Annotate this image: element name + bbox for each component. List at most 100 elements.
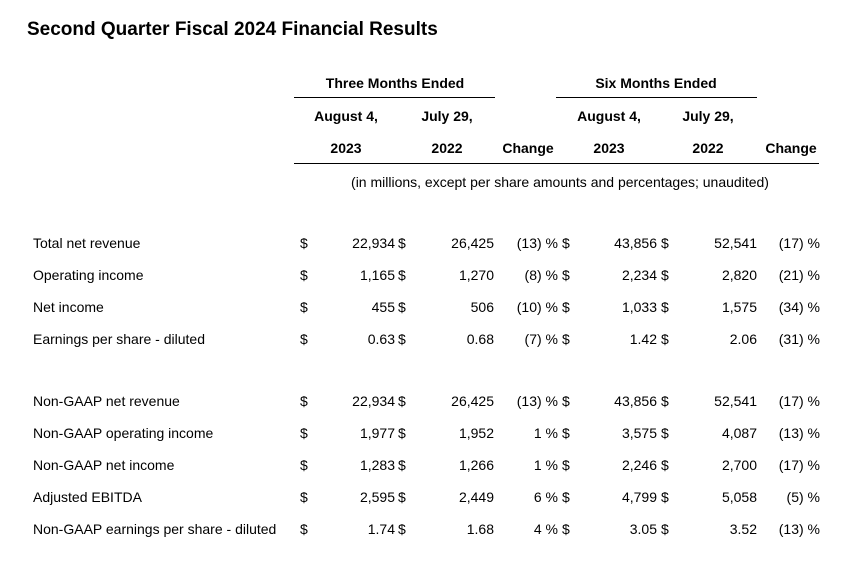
- page-title: Second Quarter Fiscal 2024 Financial Res…: [27, 19, 438, 40]
- change-six-months: (17) %: [778, 457, 820, 473]
- currency-sign: $: [562, 489, 570, 505]
- row-label: Net income: [33, 299, 104, 315]
- currency-sign: $: [661, 425, 669, 441]
- currency-sign: $: [398, 393, 406, 409]
- value-aug-2023-three: 1.74: [367, 521, 395, 537]
- value-jul-2022-six: 2,700: [721, 457, 757, 473]
- change-six-months: (34) %: [778, 299, 820, 315]
- value-jul-2022-three: 1,270: [458, 267, 494, 283]
- value-aug-2023-three: 0.63: [367, 331, 395, 347]
- change-six-months: (13) %: [778, 425, 820, 441]
- value-aug-2023-six: 2,234: [621, 267, 657, 283]
- currency-sign: $: [398, 425, 406, 441]
- currency-sign: $: [661, 331, 669, 347]
- value-jul-2022-six: 2,820: [721, 267, 757, 283]
- col-header-change-three: Change: [502, 140, 554, 156]
- currency-sign: $: [398, 235, 406, 251]
- change-six-months: (5) %: [786, 489, 820, 505]
- value-jul-2022-six: 3.52: [729, 521, 757, 537]
- currency-sign: $: [562, 299, 570, 315]
- value-aug-2023-six: 1,033: [621, 299, 657, 315]
- col-header-jul-2022-six: July 29,: [682, 108, 734, 124]
- currency-sign: $: [562, 235, 570, 251]
- units-note: (in millions, except per share amounts a…: [351, 174, 769, 190]
- row-label: Non-GAAP operating income: [33, 425, 214, 441]
- currency-sign: $: [562, 521, 570, 537]
- row-label: Total net revenue: [33, 235, 141, 251]
- value-jul-2022-three: 26,425: [451, 235, 494, 251]
- value-aug-2023-three: 22,934: [352, 393, 395, 409]
- value-jul-2022-six: 5,058: [721, 489, 757, 505]
- currency-sign: $: [562, 425, 570, 441]
- currency-sign: $: [398, 489, 406, 505]
- value-aug-2023-six: 43,856: [614, 393, 657, 409]
- currency-sign: $: [300, 425, 308, 441]
- currency-sign: $: [398, 521, 406, 537]
- value-jul-2022-six: 4,087: [721, 425, 757, 441]
- currency-sign: $: [661, 299, 669, 315]
- value-jul-2022-three: 1.68: [466, 521, 494, 537]
- six-months-header: Six Months Ended: [595, 75, 717, 91]
- col-header-change-six: Change: [765, 140, 817, 156]
- currency-sign: $: [300, 489, 308, 505]
- currency-sign: $: [300, 457, 308, 473]
- value-aug-2023-three: 2,595: [359, 489, 395, 505]
- change-three-months: (7) %: [524, 331, 558, 347]
- col-header-year-2022-three: 2022: [431, 140, 463, 156]
- value-jul-2022-three: 26,425: [451, 393, 494, 409]
- currency-sign: $: [562, 393, 570, 409]
- currency-sign: $: [398, 267, 406, 283]
- currency-sign: $: [300, 331, 308, 347]
- value-aug-2023-three: 22,934: [352, 235, 395, 251]
- row-label: Non-GAAP earnings per share - diluted: [33, 521, 277, 537]
- change-six-months: (17) %: [778, 235, 820, 251]
- change-six-months: (21) %: [778, 267, 820, 283]
- value-jul-2022-six: 52,541: [714, 235, 757, 251]
- change-three-months: 4 %: [533, 521, 558, 537]
- value-aug-2023-three: 1,977: [359, 425, 395, 441]
- currency-sign: $: [398, 331, 406, 347]
- value-jul-2022-six: 52,541: [714, 393, 757, 409]
- col-header-jul-2022-three: July 29,: [421, 108, 473, 124]
- change-three-months: (13) %: [516, 235, 558, 251]
- value-aug-2023-three: 455: [371, 299, 395, 315]
- value-jul-2022-three: 2,449: [458, 489, 494, 505]
- six-months-underline: [556, 97, 757, 98]
- value-jul-2022-three: 0.68: [466, 331, 494, 347]
- change-three-months: 1 %: [533, 457, 558, 473]
- value-aug-2023-six: 3,575: [621, 425, 657, 441]
- value-aug-2023-six: 3.05: [629, 521, 657, 537]
- value-jul-2022-six: 2.06: [729, 331, 757, 347]
- value-jul-2022-three: 1,266: [458, 457, 494, 473]
- col-header-year-2023-six: 2023: [593, 140, 625, 156]
- row-label: Non-GAAP net income: [33, 457, 175, 473]
- value-aug-2023-six: 2,246: [621, 457, 657, 473]
- value-aug-2023-three: 1,165: [359, 267, 395, 283]
- change-six-months: (17) %: [778, 393, 820, 409]
- change-six-months: (13) %: [778, 521, 820, 537]
- col-header-year-2023-three: 2023: [330, 140, 362, 156]
- currency-sign: $: [300, 299, 308, 315]
- currency-sign: $: [300, 235, 308, 251]
- currency-sign: $: [300, 393, 308, 409]
- value-jul-2022-three: 1,952: [458, 425, 494, 441]
- value-aug-2023-six: 43,856: [614, 235, 657, 251]
- row-label: Operating income: [33, 267, 144, 283]
- currency-sign: $: [661, 393, 669, 409]
- row-label: Non-GAAP net revenue: [33, 393, 180, 409]
- value-jul-2022-three: 506: [470, 299, 494, 315]
- currency-sign: $: [562, 267, 570, 283]
- col-header-year-2022-six: 2022: [692, 140, 724, 156]
- currency-sign: $: [398, 299, 406, 315]
- currency-sign: $: [562, 457, 570, 473]
- three-months-header: Three Months Ended: [325, 75, 465, 91]
- row-label: Earnings per share - diluted: [33, 331, 205, 347]
- currency-sign: $: [661, 267, 669, 283]
- change-three-months: (10) %: [516, 299, 558, 315]
- row-label: Adjusted EBITDA: [33, 489, 142, 505]
- change-three-months: (8) %: [524, 267, 558, 283]
- value-aug-2023-three: 1,283: [359, 457, 395, 473]
- three-months-underline: [294, 97, 495, 98]
- currency-sign: $: [661, 457, 669, 473]
- value-aug-2023-six: 1.42: [629, 331, 657, 347]
